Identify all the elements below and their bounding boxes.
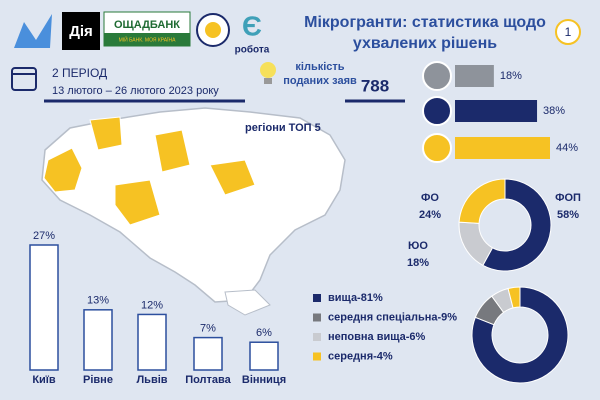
map-outline xyxy=(41,107,346,303)
title: Мікрогранти: статистика щодо ухвалених р… xyxy=(304,14,546,52)
donut-value-label: 58% xyxy=(557,209,579,221)
donut-segment xyxy=(482,178,552,272)
donut-category-label: ЮО xyxy=(408,240,428,252)
icon xyxy=(422,96,452,126)
legend-swatch xyxy=(313,352,321,361)
donut-value-label: 24% xyxy=(419,209,441,221)
map-lviv xyxy=(43,147,83,193)
donut-segment xyxy=(507,286,521,309)
map-vinnytsia xyxy=(114,179,161,226)
donut-category-label: ФО xyxy=(421,192,439,204)
map-label: регіони ТОП 5 xyxy=(245,122,321,134)
logo-seal-inner xyxy=(205,22,221,38)
bar xyxy=(249,341,279,371)
logo-mark xyxy=(14,14,52,48)
bar-category-label: Полтава xyxy=(185,374,231,386)
calendar-icon xyxy=(11,67,37,91)
bar xyxy=(193,336,223,371)
legend-label: середня-4% xyxy=(328,350,393,362)
logo-diia-box xyxy=(62,12,100,50)
legend-swatch xyxy=(313,313,321,322)
bar-value-label: 27% xyxy=(33,230,55,242)
icon xyxy=(422,61,452,91)
hbar xyxy=(455,65,494,87)
hbar-value-label: 38% xyxy=(543,105,565,117)
bar-category-label: Вінниця xyxy=(242,374,286,386)
badge-circle xyxy=(555,19,581,45)
period: 2 ПЕРІОД xyxy=(52,66,107,80)
legend-label: вища-81% xyxy=(328,292,383,304)
hbar xyxy=(455,100,538,122)
map-crimea xyxy=(224,289,271,316)
map-kyiv xyxy=(154,129,191,173)
legend-swatch xyxy=(313,294,321,302)
bulb xyxy=(260,62,276,78)
bar-value-label: 13% xyxy=(87,295,109,307)
applications: 788 xyxy=(361,76,389,95)
logo-bank-slogan: МІЙ БАНК. МОЯ КРАЇНА xyxy=(119,35,177,43)
legend-swatch xyxy=(313,333,321,341)
donut-category-label: ФОП xyxy=(555,192,581,204)
logo-bank: ОЩАДБАНК xyxy=(114,19,180,31)
bar-category-label: Київ xyxy=(32,374,56,386)
icon xyxy=(422,133,452,163)
bar-value-label: 7% xyxy=(200,322,216,334)
dates: 13 лютого – 26 лютого 2023 року xyxy=(52,85,219,97)
badge: 1 xyxy=(565,25,572,39)
bar xyxy=(29,244,59,371)
donut-value-label: 18% xyxy=(407,257,429,269)
logo-diia: Дія xyxy=(69,23,93,40)
bar xyxy=(137,313,167,371)
donut-segment xyxy=(471,286,569,384)
donut-segment xyxy=(458,178,506,224)
bar-value-label: 12% xyxy=(141,299,163,311)
map-rivne xyxy=(89,116,123,151)
bar-category-label: Львів xyxy=(136,374,167,386)
bulb-base xyxy=(264,78,272,84)
hbar xyxy=(455,137,550,159)
hbar-value-label: 18% xyxy=(500,70,522,82)
bar-category-label: Рівне xyxy=(83,374,113,386)
logo-bank-strip xyxy=(104,33,190,46)
logo-e: Є xyxy=(242,10,262,41)
map-poltava xyxy=(209,159,256,196)
legend-label: неповна вища-6% xyxy=(328,331,426,343)
logo-robota: робота xyxy=(235,44,270,56)
hbar-value-label: 44% xyxy=(556,142,578,154)
applications-label: кількість поданих заяв xyxy=(283,61,357,87)
bar-value-label: 6% xyxy=(256,327,272,339)
bar xyxy=(83,309,113,371)
legend-label: середня спеціальна-9% xyxy=(328,311,457,323)
